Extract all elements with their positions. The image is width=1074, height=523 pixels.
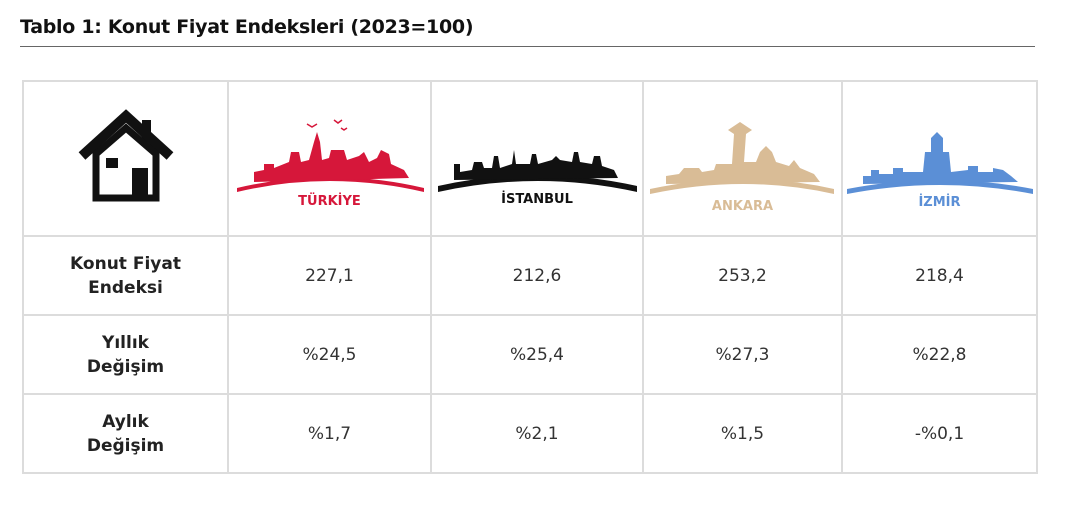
city-label: İSTANBUL	[501, 192, 573, 207]
data-row: Konut Fiyat Endeksi 227,1 212,6 253,2 218,4	[22, 235, 1038, 316]
city-cell: İZMİR	[841, 80, 1038, 237]
value-cell: %1,7	[227, 393, 432, 474]
value-cell: 218,4	[841, 235, 1038, 316]
house-icon	[78, 109, 173, 202]
row-label-cell: Konut Fiyat Endeksi	[22, 235, 229, 316]
value-cell: %27,3	[642, 314, 843, 395]
row-label: Yıllık Değişim	[86, 332, 165, 377]
row-label: Konut Fiyat Endeksi	[70, 253, 181, 298]
city-label: ANKARA	[711, 199, 774, 214]
city-label: TÜRKİYE	[298, 194, 361, 209]
row-label-cell: Yıllık Değişim	[22, 314, 229, 395]
value-cell: 253,2	[642, 235, 843, 316]
value-cell: %22,8	[841, 314, 1038, 395]
skyline	[438, 150, 637, 192]
value-cell: -%0,1	[841, 393, 1038, 474]
city-cell: İSTANBUL	[430, 80, 644, 237]
title: Tablo 1: Konut Fiyat Endeksleri (2023=10…	[20, 16, 474, 38]
value-cell: %1,5	[642, 393, 843, 474]
data-row: Aylık Değişim %1,7 %2,1 %1,5 -%0,1	[22, 393, 1038, 474]
skyline	[650, 122, 834, 194]
value-cell: %2,1	[430, 393, 644, 474]
title-rule	[20, 46, 1035, 47]
skyline	[847, 132, 1033, 194]
value-cell: %24,5	[227, 314, 432, 395]
header-row: TÜRKİYE İSTANBUL ANKARA İZMİR	[22, 80, 1038, 237]
city-cell: TÜRKİYE	[227, 80, 432, 237]
house-cell	[22, 80, 229, 237]
value-cell: 227,1	[227, 235, 432, 316]
value-cell: %25,4	[430, 314, 644, 395]
row-label: Aylık Değişim	[86, 411, 165, 456]
data-row: Yıllık Değişim %24,5 %25,4 %27,3 %22,8	[22, 314, 1038, 395]
index-table: TÜRKİYE İSTANBUL ANKARA İZMİR Konut Fiya…	[22, 80, 1038, 474]
skyline	[237, 119, 424, 192]
value-cell: 212,6	[430, 235, 644, 316]
city-label: İZMİR	[918, 195, 961, 210]
city-cell: ANKARA	[642, 80, 843, 237]
row-label-cell: Aylık Değişim	[22, 393, 229, 474]
